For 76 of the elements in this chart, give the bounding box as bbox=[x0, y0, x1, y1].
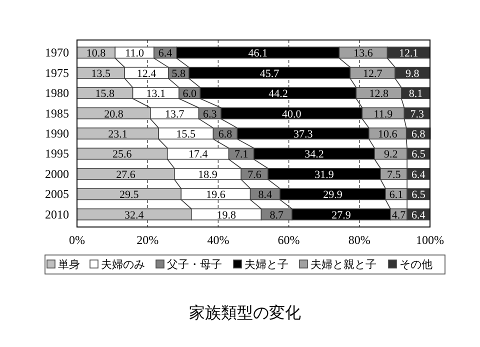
data-label: 13.7 bbox=[164, 108, 185, 120]
legend-label: 夫婦と親と子 bbox=[310, 258, 376, 271]
data-label: 4.7 bbox=[392, 209, 406, 222]
data-label: 29.9 bbox=[323, 189, 343, 202]
data-label: 5.8 bbox=[172, 68, 186, 80]
data-label: 25.6 bbox=[112, 148, 132, 161]
data-label: 40.0 bbox=[282, 108, 302, 120]
data-label: 13.1 bbox=[146, 88, 166, 100]
data-label: 44.2 bbox=[268, 88, 288, 100]
legend-label: その他 bbox=[400, 259, 432, 271]
data-label: 6.8 bbox=[218, 128, 233, 140]
legend-label: 父子・母子 bbox=[167, 259, 222, 271]
x-tick-label: 0% bbox=[69, 233, 85, 247]
data-label: 9.8 bbox=[405, 68, 420, 80]
data-label: 19.8 bbox=[216, 209, 236, 222]
data-label: 10.6 bbox=[378, 128, 398, 140]
data-label: 7.3 bbox=[410, 108, 424, 120]
x-tick-label: 80% bbox=[348, 233, 370, 247]
data-label: 37.3 bbox=[293, 128, 314, 140]
data-label: 6.4 bbox=[411, 209, 426, 222]
x-tick-label: 20% bbox=[136, 233, 159, 247]
x-tick-label: 100% bbox=[416, 233, 444, 247]
legend-label: 夫婦と子 bbox=[244, 258, 288, 271]
data-label: 27.6 bbox=[116, 168, 136, 181]
data-label: 13.5 bbox=[91, 68, 111, 80]
data-label: 6.4 bbox=[158, 48, 173, 60]
data-label: 12.7 bbox=[363, 68, 383, 80]
data-label: 19.6 bbox=[206, 189, 226, 202]
data-label: 7.6 bbox=[248, 168, 262, 181]
x-tick-label: 60% bbox=[278, 233, 300, 247]
y-tick-label: 2005 bbox=[45, 187, 69, 202]
data-label: 17.4 bbox=[188, 148, 208, 161]
data-label: 20.8 bbox=[104, 108, 124, 120]
data-label: 9.2 bbox=[384, 148, 398, 161]
y-tick-label: 1995 bbox=[45, 146, 69, 161]
data-label: 11.0 bbox=[125, 48, 144, 60]
y-tick-label: 1980 bbox=[45, 86, 69, 100]
legend-label: 単身 bbox=[58, 259, 80, 271]
data-label: 7.5 bbox=[386, 168, 402, 181]
data-label: 8.4 bbox=[258, 189, 273, 202]
data-label: 45.7 bbox=[260, 68, 280, 80]
y-tick-label: 1985 bbox=[45, 106, 69, 120]
y-tick-label: 2010 bbox=[45, 207, 69, 222]
data-label: 27.9 bbox=[332, 209, 352, 222]
data-label: 12.8 bbox=[369, 88, 389, 100]
text: 家族類型の変化 bbox=[189, 304, 301, 322]
data-label: 6.3 bbox=[203, 108, 218, 120]
data-label: 6.1 bbox=[389, 189, 404, 202]
data-label: 8.1 bbox=[408, 88, 423, 100]
data-label: 12.1 bbox=[399, 48, 418, 60]
data-label: 23.1 bbox=[108, 128, 128, 140]
data-label: 12.4 bbox=[136, 68, 157, 80]
data-label: 6.8 bbox=[411, 128, 426, 140]
data-label: 18.9 bbox=[198, 168, 218, 181]
data-label: 6.4 bbox=[411, 168, 426, 181]
y-tick-label: 1975 bbox=[45, 66, 69, 80]
data-label: 15.8 bbox=[95, 88, 116, 100]
data-label: 46.1 bbox=[248, 48, 268, 60]
data-label: 6.5 bbox=[412, 148, 426, 161]
data-label: 34.2 bbox=[304, 148, 324, 161]
data-label: 6.5 bbox=[412, 189, 426, 202]
legend-label: 夫婦のみ bbox=[101, 258, 145, 271]
data-label: 8.7 bbox=[270, 209, 284, 222]
data-label: 13.6 bbox=[354, 48, 374, 60]
data-label: 6.0 bbox=[182, 88, 197, 100]
data-label: 32.4 bbox=[124, 209, 144, 222]
data-label: 29.5 bbox=[119, 189, 140, 202]
y-tick-label: 2000 bbox=[45, 166, 69, 181]
y-tick-label: 1970 bbox=[45, 46, 69, 60]
x-tick-label: 40% bbox=[207, 233, 230, 247]
data-label: 31.9 bbox=[314, 168, 334, 181]
data-label: 7.1 bbox=[234, 148, 248, 161]
data-label: 11.9 bbox=[374, 108, 394, 120]
data-label: 15.5 bbox=[176, 128, 196, 140]
y-tick-label: 1990 bbox=[45, 126, 69, 140]
data-label: 10.8 bbox=[86, 48, 106, 60]
